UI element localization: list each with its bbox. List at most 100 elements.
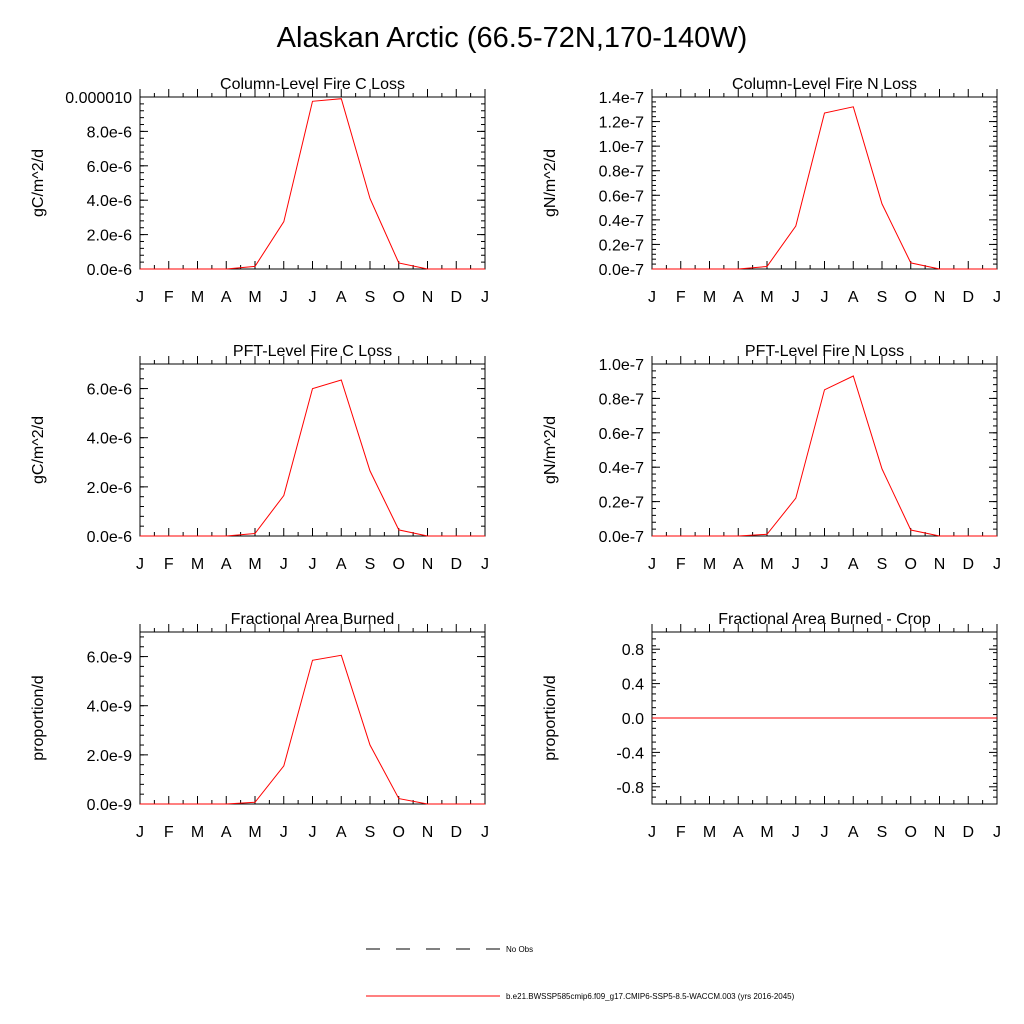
y-tick-label: 0.0e-7 (599, 262, 644, 279)
x-tick-label: S (877, 289, 888, 306)
x-tick-label: A (733, 289, 744, 306)
x-tick-label: J (136, 824, 144, 841)
y-tick-label: 0.4e-7 (599, 213, 644, 230)
y-tick-label: 2.0e-6 (87, 480, 132, 497)
x-tick-label: A (221, 556, 232, 573)
x-tick-label: F (676, 289, 686, 306)
x-tick-label: M (248, 556, 261, 573)
y-tick-label: 0.6e-7 (599, 188, 644, 205)
y-tick-label: 0.2e-7 (599, 237, 644, 254)
y-tick-label: -0.8 (616, 780, 644, 797)
x-tick-label: D (962, 556, 974, 573)
x-tick-label: J (821, 824, 829, 841)
y-tick-label: 0.0 (622, 711, 644, 728)
legend-label-2: b.e21.BWSSP585cmip6.f09_g17.CMIP6-SSP5-8… (506, 992, 795, 1001)
chart-title: Column-Level Fire C Loss (220, 76, 405, 93)
x-tick-label: A (848, 289, 859, 306)
y-tick-label: 2.0e-6 (87, 228, 132, 245)
x-tick-label: O (393, 556, 405, 573)
x-tick-label: O (905, 289, 917, 306)
x-tick-label: O (905, 556, 917, 573)
y-tick-label: 8.0e-6 (87, 124, 132, 141)
x-tick-label: M (760, 556, 773, 573)
x-tick-label: M (703, 556, 716, 573)
x-tick-label: J (993, 824, 1001, 841)
x-tick-label: A (221, 824, 232, 841)
legend: No Obs b.e21.BWSSP585cmip6.f09_g17.CMIP6-… (366, 945, 795, 1001)
x-tick-label: J (309, 289, 317, 306)
y-tick-label: 0.8 (622, 642, 644, 659)
y-tick-label: 0.8e-7 (599, 391, 644, 408)
series-line (140, 379, 485, 537)
x-tick-label: J (309, 556, 317, 573)
x-tick-label: J (792, 289, 800, 306)
x-tick-label: A (733, 824, 744, 841)
x-tick-label: J (280, 289, 288, 306)
figure-title: Alaskan Arctic (66.5-72N,170-140W) (276, 22, 748, 54)
x-tick-label: J (648, 556, 656, 573)
y-tick-label: 0.0e-6 (87, 262, 132, 279)
x-tick-label: J (280, 556, 288, 573)
y-axis-label: gC/m^2/d (30, 416, 47, 484)
series-line (652, 375, 997, 537)
plot-frame (139, 631, 486, 805)
x-tick-label: M (760, 289, 773, 306)
x-tick-label: A (733, 556, 744, 573)
x-tick-label: J (792, 556, 800, 573)
x-tick-label: S (365, 556, 376, 573)
x-tick-label: J (792, 824, 800, 841)
x-tick-label: A (221, 289, 232, 306)
x-tick-label: F (676, 824, 686, 841)
y-axis-label: proportion/d (30, 675, 47, 760)
y-tick-label: 2.0e-9 (87, 748, 132, 765)
series-line (140, 654, 485, 805)
y-tick-label: 6.0e-6 (87, 159, 132, 176)
y-tick-label: 4.0e-6 (87, 193, 132, 210)
x-tick-label: S (365, 824, 376, 841)
x-tick-label: J (481, 824, 489, 841)
x-tick-label: J (821, 289, 829, 306)
chart-title: PFT-Level Fire N Loss (745, 343, 904, 360)
y-tick-label: -0.4 (616, 745, 644, 762)
y-tick-label: 1.0e-7 (599, 139, 644, 156)
y-axis-label: gC/m^2/d (30, 149, 47, 217)
x-tick-label: A (336, 556, 347, 573)
x-tick-label: S (877, 824, 888, 841)
x-tick-label: N (422, 824, 434, 841)
y-tick-label: 0.4 (622, 677, 644, 694)
x-tick-label: N (934, 556, 946, 573)
x-tick-label: S (365, 289, 376, 306)
y-tick-label: 4.0e-9 (87, 699, 132, 716)
y-tick-label: 0.2e-7 (599, 495, 644, 512)
x-tick-label: M (248, 289, 261, 306)
x-tick-label: F (164, 824, 174, 841)
x-tick-label: M (703, 289, 716, 306)
x-tick-label: J (481, 289, 489, 306)
x-tick-label: J (136, 289, 144, 306)
x-tick-label: D (962, 824, 974, 841)
x-tick-label: D (450, 556, 462, 573)
x-tick-label: J (481, 556, 489, 573)
y-axis-label: proportion/d (542, 675, 559, 760)
series-line (652, 106, 997, 270)
y-tick-label: 6.0e-9 (87, 650, 132, 667)
x-tick-label: J (136, 556, 144, 573)
x-tick-label: M (703, 824, 716, 841)
x-tick-label: M (191, 556, 204, 573)
y-tick-label: 0.0e-6 (87, 529, 132, 546)
x-tick-label: A (336, 824, 347, 841)
x-tick-label: D (450, 824, 462, 841)
y-tick-label: 0.000010 (65, 90, 132, 107)
x-tick-label: N (934, 289, 946, 306)
x-tick-label: A (848, 824, 859, 841)
x-tick-label: F (164, 289, 174, 306)
y-tick-label: 0.0e-7 (599, 529, 644, 546)
x-tick-label: D (962, 289, 974, 306)
chart-panel-6: Fractional Area Burned - Crop proportion/… (542, 611, 1001, 841)
